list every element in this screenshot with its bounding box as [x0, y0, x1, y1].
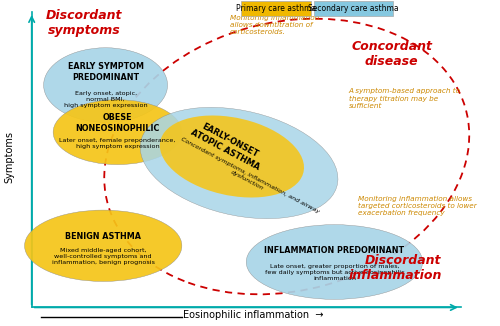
Ellipse shape: [24, 210, 182, 281]
Text: Monitoring inflammation allows
targeted corticosteroids to lower
exacerbation fr: Monitoring inflammation allows targeted …: [358, 196, 477, 216]
Text: Early onset, atopic,
normal BMI,
high symptom expression: Early onset, atopic, normal BMI, high sy…: [64, 91, 148, 108]
Text: EARLY SYMPTOM
PREDOMINANT: EARLY SYMPTOM PREDOMINANT: [68, 62, 144, 82]
Text: Secondary care asthma: Secondary care asthma: [308, 4, 399, 13]
Ellipse shape: [140, 107, 338, 219]
Text: OBESE
NONEOSINOPHILIC: OBESE NONEOSINOPHILIC: [76, 113, 160, 133]
Text: Concordant
disease: Concordant disease: [351, 40, 432, 68]
Ellipse shape: [246, 225, 422, 299]
Text: Symptoms: Symptoms: [4, 130, 15, 183]
Ellipse shape: [160, 115, 304, 198]
Ellipse shape: [53, 100, 182, 165]
Text: EARLY-ONSET
ATOPIC ASTHMA: EARLY-ONSET ATOPIC ASTHMA: [188, 119, 266, 172]
Text: Monitoring inflammation
allows downtitration of
corticosteroids.: Monitoring inflammation allows downtitra…: [230, 15, 319, 36]
Text: A symptom-based approach to
therapy titration may be
sufficient: A symptom-based approach to therapy titr…: [348, 88, 461, 109]
FancyBboxPatch shape: [242, 1, 310, 16]
Text: Late onset, greater proportion of males,
few daily symptoms but active eosinophi: Late onset, greater proportion of males,…: [264, 264, 404, 281]
Text: Eosinophilic inflammation  →: Eosinophilic inflammation →: [183, 310, 324, 320]
Text: Discordant
symptoms: Discordant symptoms: [46, 9, 122, 37]
Text: Concordant symptoms, inflammation, and airway
dysfunction: Concordant symptoms, inflammation, and a…: [177, 136, 320, 219]
Text: Discordant
inflammation: Discordant inflammation: [348, 254, 442, 282]
Text: BENIGN ASTHMA: BENIGN ASTHMA: [65, 231, 141, 241]
Ellipse shape: [44, 48, 168, 123]
Text: Later onset, female preponderance,
high symptom expression: Later onset, female preponderance, high …: [60, 138, 176, 149]
Text: Mixed middle-aged cohort,
well-controlled symptoms and
inflammation, benign prog: Mixed middle-aged cohort, well-controlle…: [52, 248, 154, 265]
Text: INFLAMMATION PREDOMINANT: INFLAMMATION PREDOMINANT: [264, 246, 404, 255]
Text: Primary care asthma: Primary care asthma: [236, 4, 316, 13]
FancyBboxPatch shape: [314, 1, 393, 16]
